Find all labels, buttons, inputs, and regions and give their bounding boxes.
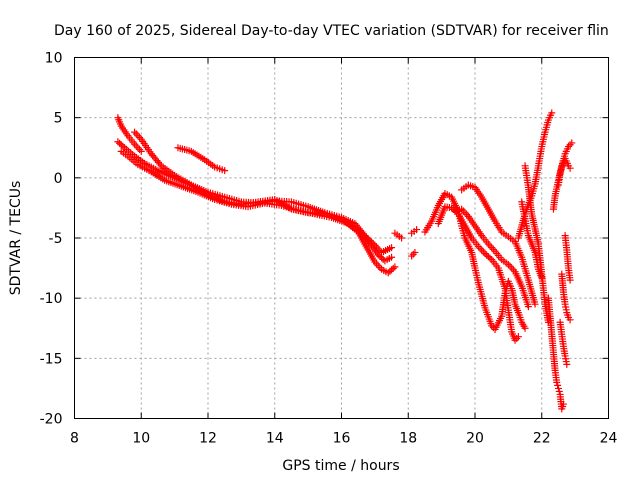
chart-title: Day 160 of 2025, Sidereal Day-to-day VTE… (54, 23, 609, 39)
data-point (521, 324, 529, 332)
data-point (134, 144, 142, 152)
data-point (384, 269, 392, 277)
data-point (134, 132, 142, 140)
data-point (479, 248, 487, 256)
data-point (481, 250, 489, 258)
data-point (566, 164, 574, 172)
data-point (568, 139, 576, 147)
data-point (378, 254, 386, 262)
data-point (524, 303, 532, 311)
data-point (132, 130, 140, 138)
data-point (566, 316, 574, 324)
y-tick-label: -10 (40, 291, 63, 307)
data-point (374, 251, 382, 259)
data-point (483, 251, 491, 259)
data-point (374, 262, 382, 270)
y-tick-label: 10 (45, 51, 63, 67)
data-point (376, 252, 384, 260)
data-point (136, 146, 144, 154)
y-axis-label: SDTVAR / TECUs (8, 181, 24, 296)
x-tick-label: 16 (333, 431, 351, 447)
x-tick-label: 12 (199, 431, 217, 447)
data-point (413, 226, 421, 234)
data-point (566, 276, 574, 284)
data-point (559, 400, 567, 408)
data-point (137, 147, 145, 155)
data-points (114, 109, 576, 413)
axis-ticks: 8 10 12 14 16 18 20 22 24 -20 -15 -10 -5 0 5 10 (40, 51, 618, 447)
data-point (408, 252, 416, 260)
data-point (548, 109, 556, 117)
x-tick-label: 24 (600, 431, 618, 447)
data-point (563, 360, 571, 368)
data-point (388, 244, 396, 252)
data-point (489, 245, 497, 253)
data-point (389, 264, 397, 272)
data-point (132, 142, 140, 150)
data-point (411, 248, 419, 256)
y-tick-label: 0 (54, 171, 63, 187)
data-point (488, 244, 496, 252)
data-point (136, 134, 144, 142)
x-tick-label: 8 (70, 431, 79, 447)
x-tick-label: 18 (399, 431, 417, 447)
data-point (554, 384, 562, 392)
data-point (114, 138, 122, 146)
data-point (531, 300, 539, 308)
data-point (156, 160, 164, 168)
data-point (448, 204, 456, 212)
data-point (506, 262, 514, 270)
data-point (486, 254, 494, 262)
data-point (386, 267, 394, 275)
x-tick-label: 20 (466, 431, 484, 447)
x-tick-label: 22 (533, 431, 551, 447)
data-point (388, 266, 396, 274)
y-tick-label: -20 (40, 412, 63, 428)
data-point (388, 253, 396, 261)
data-point (514, 333, 522, 341)
data-point (476, 244, 484, 252)
y-tick-label: -15 (40, 351, 63, 367)
data-point (486, 242, 494, 250)
x-tick-label: 14 (266, 431, 284, 447)
data-point (409, 250, 417, 258)
data-point (484, 253, 492, 261)
data-point (508, 264, 516, 272)
y-tick-label: -5 (49, 231, 63, 247)
data-point (119, 142, 127, 150)
data-point (554, 381, 562, 389)
x-axis-label: GPS time / hours (282, 458, 399, 474)
x-tick-label: 10 (132, 431, 150, 447)
data-point (478, 246, 486, 254)
data-point (398, 234, 406, 242)
y-tick-label: 5 (54, 111, 63, 127)
data-point (553, 378, 561, 386)
data-point (131, 128, 139, 136)
data-point (555, 387, 563, 395)
data-point (117, 141, 125, 149)
data-point (116, 139, 124, 147)
data-point (221, 167, 229, 175)
data-point (391, 263, 399, 271)
